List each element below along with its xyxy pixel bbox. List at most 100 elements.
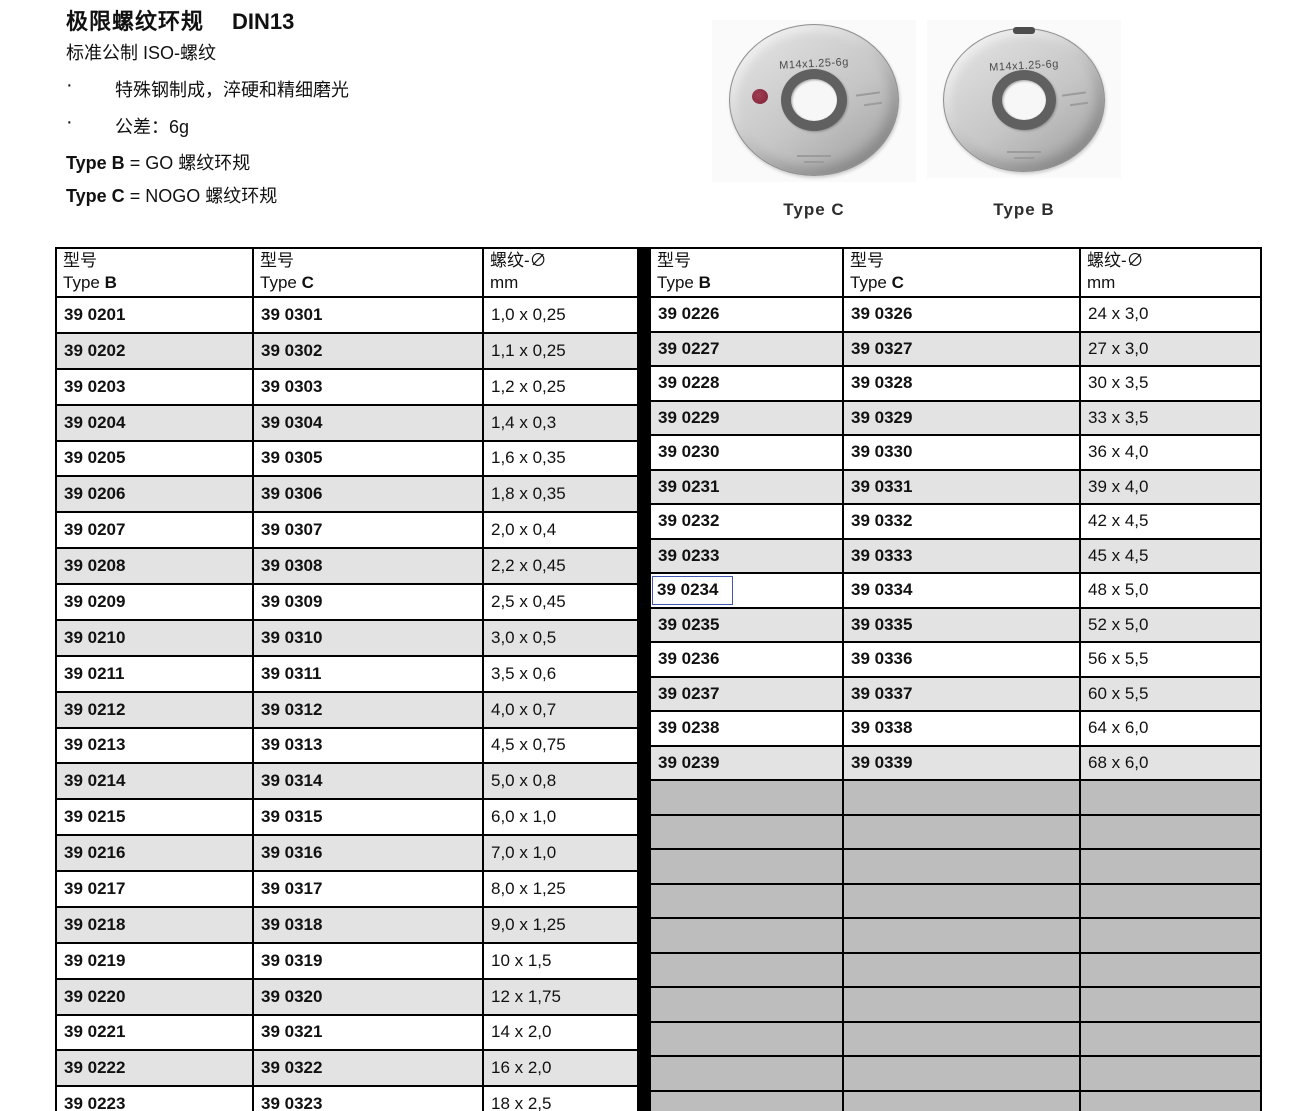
thread-size-cell: 24 x 3,0: [1079, 296, 1262, 333]
header-row: 型号 Type B 型号 Type C 螺纹-∅ mm: [55, 247, 639, 298]
model-number-cell: 39 0336: [842, 641, 1081, 678]
model-number-cell: 39 0218: [55, 905, 254, 944]
model-number-cell: 39 0234: [649, 572, 844, 609]
empty-cell: [842, 813, 1081, 850]
type-b-desc: = GO 螺纹环规: [124, 153, 251, 173]
empty-cell: [649, 917, 844, 954]
model-number-cell: 39 0316: [252, 834, 484, 872]
type-b-definition: Type B = GO 螺纹环规: [66, 149, 250, 175]
empty-cell: [1079, 1055, 1262, 1092]
empty-cell: [842, 1089, 1081, 1111]
type-c-desc: = NOGO 螺纹环规: [124, 186, 278, 206]
empty-cell: [842, 951, 1081, 988]
column-header: 螺纹-∅ mm: [1079, 247, 1262, 298]
thread-size-cell: 1,2 x 0,25: [482, 367, 639, 406]
ring-engraving: [863, 101, 883, 107]
empty-row: [649, 813, 1262, 850]
model-number-cell: 39 0306: [252, 475, 484, 514]
thread-size-cell: 2,0 x 0,4: [482, 511, 639, 550]
model-number-cell: 39 0205: [55, 439, 254, 478]
bullet-icon: ·: [66, 111, 73, 133]
thread-size-cell: 60 x 5,5: [1079, 675, 1262, 712]
model-number-cell: 39 0339: [842, 744, 1081, 781]
table-row: 39 0211 39 0311 3,5 x 0,6: [55, 654, 639, 693]
model-table-section: 型号 Type B 型号 Type C 螺纹-∅ mm 39 0201 39 0301 1,0…: [55, 247, 1262, 1111]
empty-cell: [1079, 986, 1262, 1023]
table-row: 39 0217 39 0317 8,0 x 1,25: [55, 870, 639, 908]
empty-cell: [842, 779, 1081, 816]
table-row: 39 0208 39 0308 2,2 x 0,45: [55, 547, 639, 585]
thread-size-cell: 4,0 x 0,7: [482, 690, 639, 729]
model-number-cell: 39 0309: [252, 583, 484, 621]
model-number-cell: 39 0301: [252, 296, 484, 334]
model-number-cell: 39 0221: [55, 1013, 254, 1052]
model-number-cell: 39 0320: [252, 977, 484, 1016]
ring-notch: [1013, 27, 1035, 34]
table-row: 39 0214 39 0314 5,0 x 0,8: [55, 762, 639, 801]
ring-bore-hole: [781, 69, 847, 131]
ring-gauge-type-c: M14x1.25-6g: [729, 24, 899, 176]
model-number-cell: 39 0219: [55, 941, 254, 980]
thread-size-cell: 52 x 5,0: [1079, 606, 1262, 643]
empty-row: [649, 882, 1262, 919]
column-header: 型号 Type B: [649, 247, 844, 298]
thread-size-cell: 2,5 x 0,45: [482, 583, 639, 621]
model-number-cell: 39 0232: [649, 503, 844, 540]
highlight-box: Type B: [657, 273, 711, 292]
empty-cell: [842, 917, 1081, 954]
ring-engraving: [1007, 151, 1041, 153]
empty-row: [649, 951, 1262, 988]
model-number-cell: 39 0214: [55, 762, 254, 801]
thread-size-cell: 4,5 x 0,75: [482, 726, 639, 765]
model-number-cell: 39 0212: [55, 690, 254, 729]
model-number-cell: 39 0311: [252, 654, 484, 693]
model-number-cell: 39 0235: [649, 606, 844, 643]
model-number-cell: 39 0231: [649, 468, 844, 505]
empty-cell: [649, 813, 844, 850]
model-number-cell: 39 0208: [55, 547, 254, 585]
table-row: 39 0210 39 0310 3,0 x 0,5: [55, 618, 639, 657]
thread-size-cell: 6,0 x 1,0: [482, 798, 639, 837]
bullet-icon: ·: [66, 74, 73, 96]
highlight-box: 39 0234: [652, 575, 734, 605]
type-c-definition: Type C = NOGO 螺纹环规: [66, 182, 277, 208]
table-row: 39 0237 39 0337 60 x 5,5: [649, 675, 1262, 712]
model-number-cell: 39 0213: [55, 726, 254, 765]
empty-row: [649, 986, 1262, 1023]
empty-cell: [1079, 1020, 1262, 1057]
table-divider: [639, 247, 649, 1111]
model-number-cell: 39 0321: [252, 1013, 484, 1052]
empty-cell: [1079, 779, 1262, 816]
model-number-cell: 39 0202: [55, 331, 254, 370]
model-number-cell: 39 0203: [55, 367, 254, 406]
table-row: 39 0215 39 0315 6,0 x 1,0: [55, 798, 639, 837]
model-number-cell: 39 0327: [842, 330, 1081, 367]
thread-size-cell: 7,0 x 1,0: [482, 834, 639, 872]
nogo-red-dot: [752, 89, 768, 104]
model-number-cell: 39 0201: [55, 296, 254, 334]
model-number-cell: 39 0318: [252, 905, 484, 944]
model-number-cell: 39 0216: [55, 834, 254, 872]
model-number-cell: 39 0335: [842, 606, 1081, 643]
table-row: 39 0223 39 0323 18 x 2,5: [55, 1085, 639, 1111]
empty-cell: [842, 1055, 1081, 1092]
thread-size-cell: 68 x 6,0: [1079, 744, 1262, 781]
table-row: 39 0218 39 0318 9,0 x 1,25: [55, 905, 639, 944]
empty-cell: [649, 1055, 844, 1092]
thread-size-cell: 27 x 3,0: [1079, 330, 1262, 367]
table-row: 39 0230 39 0330 36 x 4,0: [649, 434, 1262, 471]
thread-size-cell: 1,4 x 0,3: [482, 403, 639, 442]
page-title: 极限螺纹环规 DIN13: [66, 4, 294, 36]
table-row: 39 0226 39 0326 24 x 3,0: [649, 296, 1262, 333]
model-number-cell: 39 0334: [842, 572, 1081, 609]
bullet-text: 公差：6g: [115, 117, 190, 137]
model-number-cell: 39 0209: [55, 583, 254, 621]
model-number-cell: 39 0302: [252, 331, 484, 370]
ring-engraving: [1069, 101, 1089, 107]
thread-size-cell: 30 x 3,5: [1079, 365, 1262, 402]
model-number-cell: 39 0223: [55, 1085, 254, 1111]
thread-size-cell: 1,6 x 0,35: [482, 439, 639, 478]
thread-size-cell: 33 x 3,5: [1079, 399, 1262, 436]
model-number-cell: 39 0326: [842, 296, 1081, 333]
model-number-cell: 39 0328: [842, 365, 1081, 402]
